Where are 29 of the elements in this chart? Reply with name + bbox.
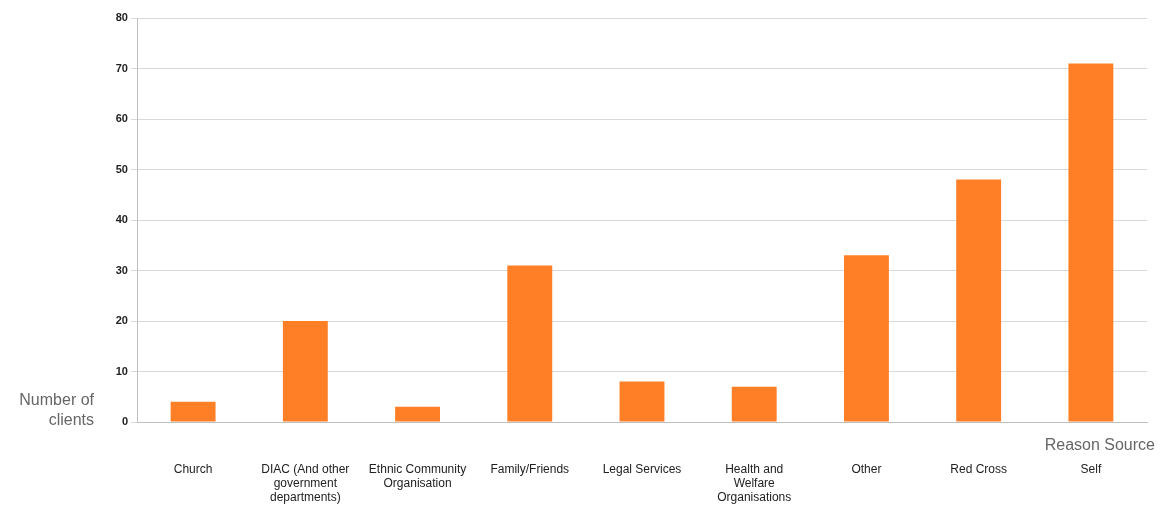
x-tick-label: Legal Services bbox=[602, 461, 682, 476]
y-tick-label: 50 bbox=[115, 162, 128, 175]
bar bbox=[282, 321, 328, 422]
x-tick-label: Other bbox=[851, 461, 882, 476]
y-axis-title: Number of clients bbox=[18, 390, 94, 430]
bar bbox=[1068, 63, 1114, 422]
y-tick-label: 30 bbox=[115, 263, 128, 276]
y-tick-label: 40 bbox=[115, 213, 128, 226]
y-tick-label: 20 bbox=[115, 314, 128, 327]
bar bbox=[170, 401, 216, 422]
y-tick-label: 0 bbox=[121, 415, 128, 428]
bar bbox=[395, 406, 440, 422]
bar bbox=[844, 255, 889, 422]
bar bbox=[619, 381, 665, 422]
bar bbox=[731, 386, 777, 422]
x-tick-label: Ethnic Community Organisation bbox=[368, 461, 467, 490]
y-tick-label: 80 bbox=[115, 11, 128, 24]
y-tick-label: 70 bbox=[115, 61, 128, 74]
x-tick-label: Family/Friends bbox=[490, 461, 570, 476]
bar bbox=[956, 179, 1002, 422]
x-axis-title: Reason Source bbox=[1044, 436, 1155, 454]
y-tick-label: 60 bbox=[115, 112, 128, 125]
x-tick-label: Health and Welfare Organisations bbox=[717, 461, 792, 505]
x-tick-label: Church bbox=[173, 461, 213, 476]
bar bbox=[507, 265, 553, 422]
y-tick-label: 10 bbox=[115, 364, 128, 377]
x-tick-label: Red Cross bbox=[950, 461, 1008, 476]
x-tick-label: DIAC (And other government departments) bbox=[261, 461, 350, 505]
x-tick-label: Self bbox=[1080, 461, 1102, 476]
